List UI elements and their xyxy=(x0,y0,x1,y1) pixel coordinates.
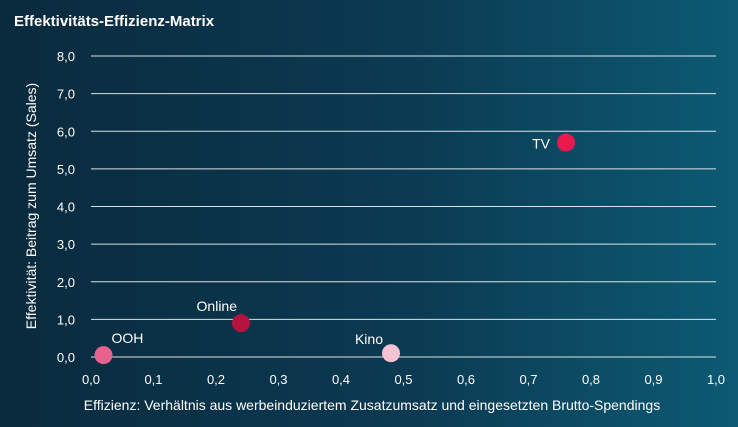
x-tick-label: 0,8 xyxy=(582,372,600,387)
point-label-ooh: OOH xyxy=(112,330,144,346)
point-label-online: Online xyxy=(197,298,238,314)
y-tick-label: 0,0 xyxy=(57,350,75,365)
y-tick-label: 5,0 xyxy=(57,162,75,177)
point-label-tv: TV xyxy=(532,136,551,152)
x-axis-label: Effizienz: Verhältnis aus werbeinduziert… xyxy=(84,397,660,413)
chart-title: Effektivitäts-Effizienz-Matrix xyxy=(14,13,215,30)
x-tick-label: 0,0 xyxy=(82,372,100,387)
x-tick-label: 0,2 xyxy=(207,372,225,387)
y-tick-label: 3,0 xyxy=(57,237,75,252)
y-tick-label: 8,0 xyxy=(57,49,75,64)
y-tick-label: 1,0 xyxy=(57,312,75,327)
data-point-online xyxy=(232,314,250,333)
data-points: OOH Online Kino TV xyxy=(94,133,575,365)
x-tick-label: 0,6 xyxy=(457,372,475,387)
y-tick-label: 6,0 xyxy=(57,124,75,139)
point-label-kino: Kino xyxy=(355,331,383,347)
data-point-ooh xyxy=(94,346,113,365)
y-tick-label: 7,0 xyxy=(57,87,75,102)
data-point-kino xyxy=(382,344,400,363)
x-tick-label: 0,7 xyxy=(519,372,537,387)
x-tick-label: 1,0 xyxy=(707,372,725,387)
x-axis-ticks: 0,0 0,1 0,2 0,3 0,4 0,5 0,6 0,7 0,8 0,9 1,0 xyxy=(82,372,725,387)
x-tick-label: 0,1 xyxy=(144,372,162,387)
x-tick-label: 0,9 xyxy=(644,372,662,387)
data-point-tv xyxy=(557,133,575,152)
y-tick-label: 4,0 xyxy=(57,200,75,215)
x-tick-label: 0,5 xyxy=(394,372,412,387)
x-tick-label: 0,4 xyxy=(332,372,350,387)
y-tick-label: 2,0 xyxy=(57,275,75,290)
x-tick-label: 0,3 xyxy=(269,372,287,387)
y-axis-ticks: 0,0 1,0 2,0 3,0 4,0 5,0 6,0 7,0 8,0 xyxy=(57,49,75,365)
grid-lines xyxy=(91,55,716,358)
y-axis-label: Effektivität: Beitrag zum Umsatz (Sales) xyxy=(23,83,39,329)
